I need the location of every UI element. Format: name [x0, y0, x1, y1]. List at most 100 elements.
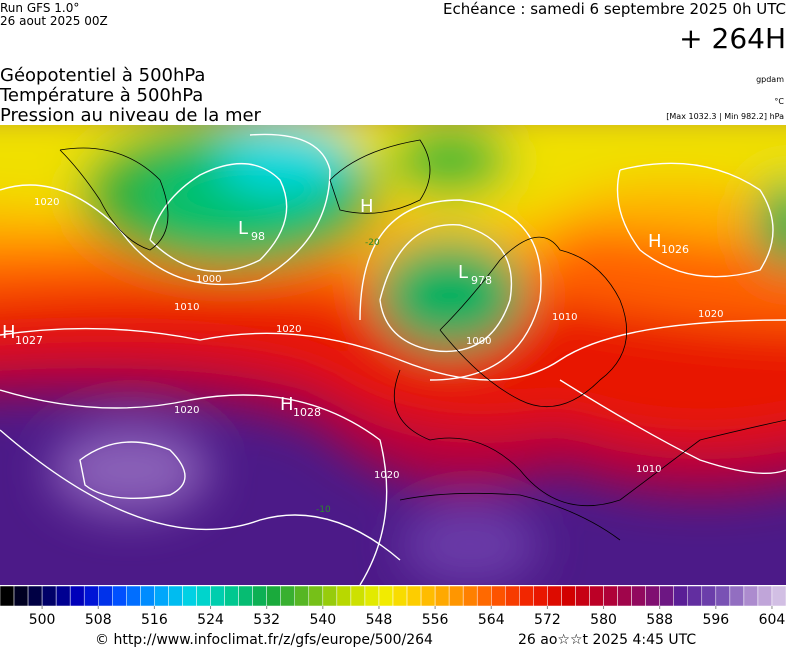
- color-swatch: [238, 585, 253, 607]
- color-swatch: [420, 585, 436, 607]
- color-swatch: [729, 585, 745, 607]
- center-value: 978: [471, 274, 492, 287]
- color-swatch: [266, 585, 281, 607]
- color-swatch: [13, 585, 29, 607]
- color-swatch: [83, 585, 99, 607]
- color-swatch: [631, 585, 646, 607]
- color-swatch: [575, 585, 590, 607]
- color-swatch: [434, 585, 450, 607]
- isobar-label: 1000: [196, 274, 221, 285]
- isobar-label: 1020: [276, 324, 301, 335]
- center-type: H: [280, 394, 294, 415]
- range: + 264H: [679, 22, 786, 55]
- color-swatch: [294, 585, 310, 607]
- tick-label: 508: [85, 612, 112, 628]
- field: Géopotentiel à 500hPa: [0, 65, 205, 86]
- color-swatch: [252, 585, 267, 607]
- tick-label: 516: [141, 612, 168, 628]
- color-swatch: [715, 585, 731, 607]
- color-swatch: [364, 585, 380, 607]
- isobar-label: 1020: [174, 405, 199, 416]
- color-swatch: [505, 585, 520, 607]
- isobar-label: 1020: [698, 309, 723, 320]
- coastlines: [59, 139, 786, 541]
- color-swatch: [168, 585, 183, 607]
- color-swatch: [392, 585, 408, 607]
- color-swatch: [603, 585, 618, 607]
- isobars: [0, 133, 786, 585]
- color-swatch: [322, 585, 338, 607]
- temperature-label: -10: [316, 505, 331, 515]
- isobar-label: 1000: [466, 336, 491, 347]
- center-type: H: [360, 196, 374, 217]
- color-swatch: [476, 585, 492, 607]
- field: Température à 500hPa: [0, 85, 203, 106]
- center-value: 98: [251, 230, 265, 243]
- color-swatch: [280, 585, 296, 607]
- color-swatch: [701, 585, 717, 607]
- generated: 26 ao☆☆t 2025 4:45 UTC: [518, 632, 696, 648]
- center-value: 1026: [661, 243, 689, 256]
- tick-label: 548: [366, 612, 393, 628]
- isobar-label: 1020: [374, 470, 399, 481]
- isobar-label: 1020: [34, 197, 59, 208]
- color-swatch: [154, 585, 169, 607]
- tick-label: 596: [702, 612, 729, 628]
- color-swatch: [308, 585, 324, 607]
- isobar-label: 1010: [636, 464, 661, 475]
- color-swatch: [336, 585, 352, 607]
- color-swatch: [98, 585, 113, 607]
- tick-label: 588: [646, 612, 673, 628]
- color-swatch: [0, 585, 15, 607]
- color-swatch: [126, 585, 141, 607]
- center-type: H: [648, 231, 662, 252]
- source: © http://www.infoclimat.fr/z/gfs/europe/…: [95, 632, 433, 648]
- color-swatch: [196, 585, 211, 607]
- tick-label: 580: [590, 612, 617, 628]
- color-swatch: [55, 585, 71, 607]
- color-swatch: [41, 585, 57, 607]
- color-swatch: [69, 585, 85, 607]
- tick-label: 604: [759, 612, 786, 628]
- run: Run GFS 1.0°: [0, 1, 79, 15]
- color-swatch: [687, 585, 703, 607]
- colorbar: 500 508 516 524 532 540 548 556 564 572 580 588 596 6…: [0, 585, 786, 628]
- run-date: 26 aout 2025 00Z: [0, 14, 108, 28]
- tick-label: 556: [422, 612, 449, 628]
- color-swatch: [112, 585, 127, 607]
- color-swatch: [673, 585, 689, 607]
- color-swatch: [659, 585, 674, 607]
- extrema: [Max 1032.3 | Min 982.2] hPa: [666, 112, 784, 121]
- color-swatch: [224, 585, 239, 607]
- color-swatch: [210, 585, 225, 607]
- color-swatch: [182, 585, 197, 607]
- color-swatch: [448, 585, 464, 607]
- color-swatch: [406, 585, 422, 607]
- color-swatch: [547, 585, 562, 607]
- color-swatch: [757, 585, 773, 607]
- color-swatch: [645, 585, 660, 607]
- center-value: 1028: [293, 406, 321, 419]
- color-swatch: [27, 585, 43, 607]
- isobar-label: 1010: [552, 312, 577, 323]
- tick-label: 524: [197, 612, 224, 628]
- isobar-label: 1010: [174, 302, 199, 313]
- center-value: 1027: [15, 334, 43, 347]
- color-swatch: [140, 585, 155, 607]
- tick-label: 572: [534, 612, 561, 628]
- color-swatch: [378, 585, 394, 607]
- unit: gpdam: [756, 75, 784, 84]
- color-swatch: [743, 585, 759, 607]
- color-swatch: [533, 585, 548, 607]
- color-swatch: [589, 585, 604, 607]
- color-swatch: [519, 585, 534, 607]
- center-type: H: [2, 322, 16, 343]
- valid-time: Echéance : samedi 6 septembre 2025 0h UT…: [443, 0, 786, 18]
- color-swatch: [491, 585, 506, 607]
- color-swatch: [617, 585, 632, 607]
- color-swatch: [561, 585, 576, 607]
- color-swatch: [462, 585, 478, 607]
